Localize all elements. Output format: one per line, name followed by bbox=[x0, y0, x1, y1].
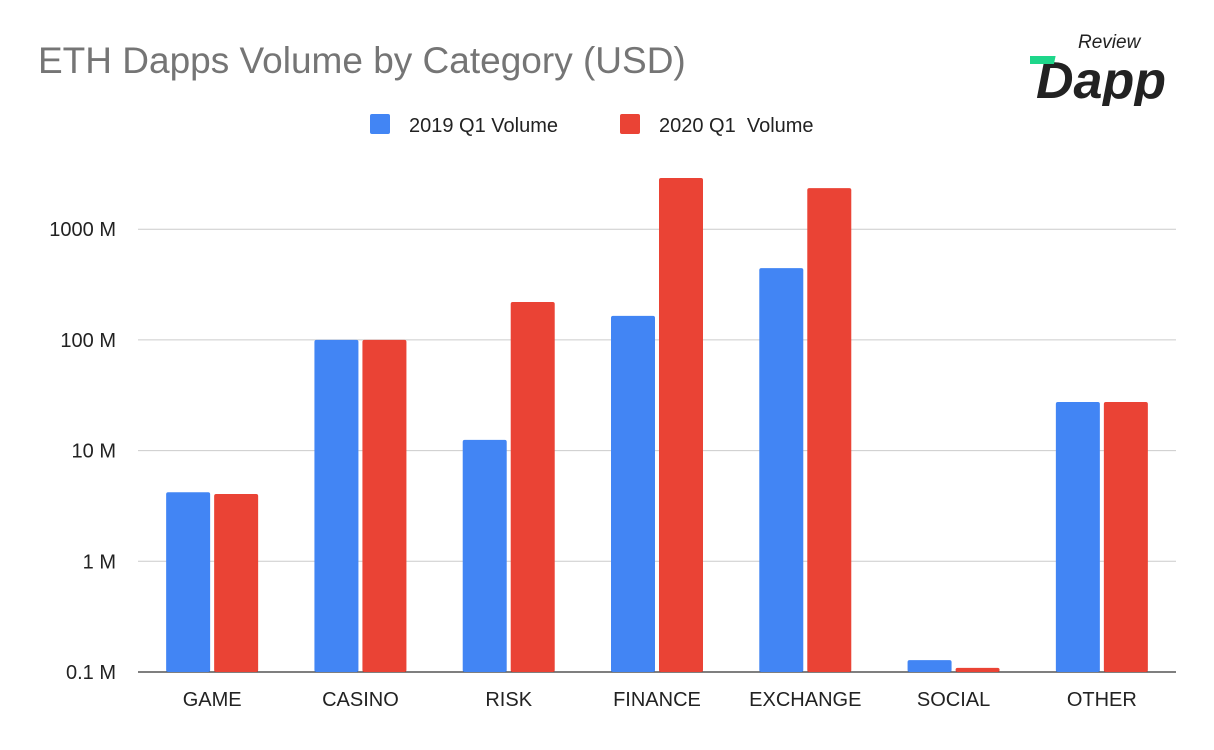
bar-exchange-2020 bbox=[807, 188, 852, 672]
chart-title: ETH Dapps Volume by Category (USD) bbox=[38, 40, 686, 81]
x-tick-label: EXCHANGE bbox=[749, 689, 861, 711]
bar-game-2020 bbox=[214, 494, 259, 672]
y-tick-label: 1000 M bbox=[49, 219, 116, 241]
legend-label: 2019 Q1 Volume bbox=[409, 115, 558, 137]
legend-label: 2020 Q1 Volume bbox=[659, 115, 814, 137]
svg-text:Dapp: Dapp bbox=[1036, 52, 1166, 106]
bar-social-2019 bbox=[907, 660, 952, 672]
x-tick-label: OTHER bbox=[1067, 689, 1137, 711]
bar-social-2020 bbox=[955, 667, 1000, 672]
y-tick-label: 0.1 M bbox=[66, 662, 116, 684]
x-tick-label: SOCIAL bbox=[917, 689, 990, 711]
dapp-review-logo: Review Dapp bbox=[1030, 32, 1166, 106]
bar-other-2020 bbox=[1103, 401, 1148, 672]
y-tick-label: 1 M bbox=[83, 551, 116, 573]
bar-risk-2020 bbox=[510, 301, 555, 672]
y-tick-label: 100 M bbox=[60, 330, 116, 352]
legend-swatch bbox=[370, 114, 390, 134]
legend-swatch bbox=[620, 114, 640, 134]
bar-finance-2019 bbox=[611, 315, 655, 672]
svg-text:Review: Review bbox=[1078, 32, 1142, 53]
x-tick-label: CASINO bbox=[322, 689, 399, 711]
x-tick-label: FINANCE bbox=[613, 689, 701, 711]
x-tick-label: RISK bbox=[485, 689, 532, 711]
bar-exchange-2019 bbox=[759, 268, 804, 672]
bar-other-2019 bbox=[1055, 401, 1100, 672]
y-tick-label: 10 M bbox=[72, 441, 116, 463]
bar-risk-2019 bbox=[462, 439, 507, 672]
bar-game-2019 bbox=[166, 492, 211, 672]
bar-casino-2020 bbox=[362, 339, 407, 672]
bar-casino-2019 bbox=[314, 339, 359, 672]
bar-finance-2020 bbox=[659, 178, 703, 672]
x-tick-label: GAME bbox=[183, 689, 242, 711]
